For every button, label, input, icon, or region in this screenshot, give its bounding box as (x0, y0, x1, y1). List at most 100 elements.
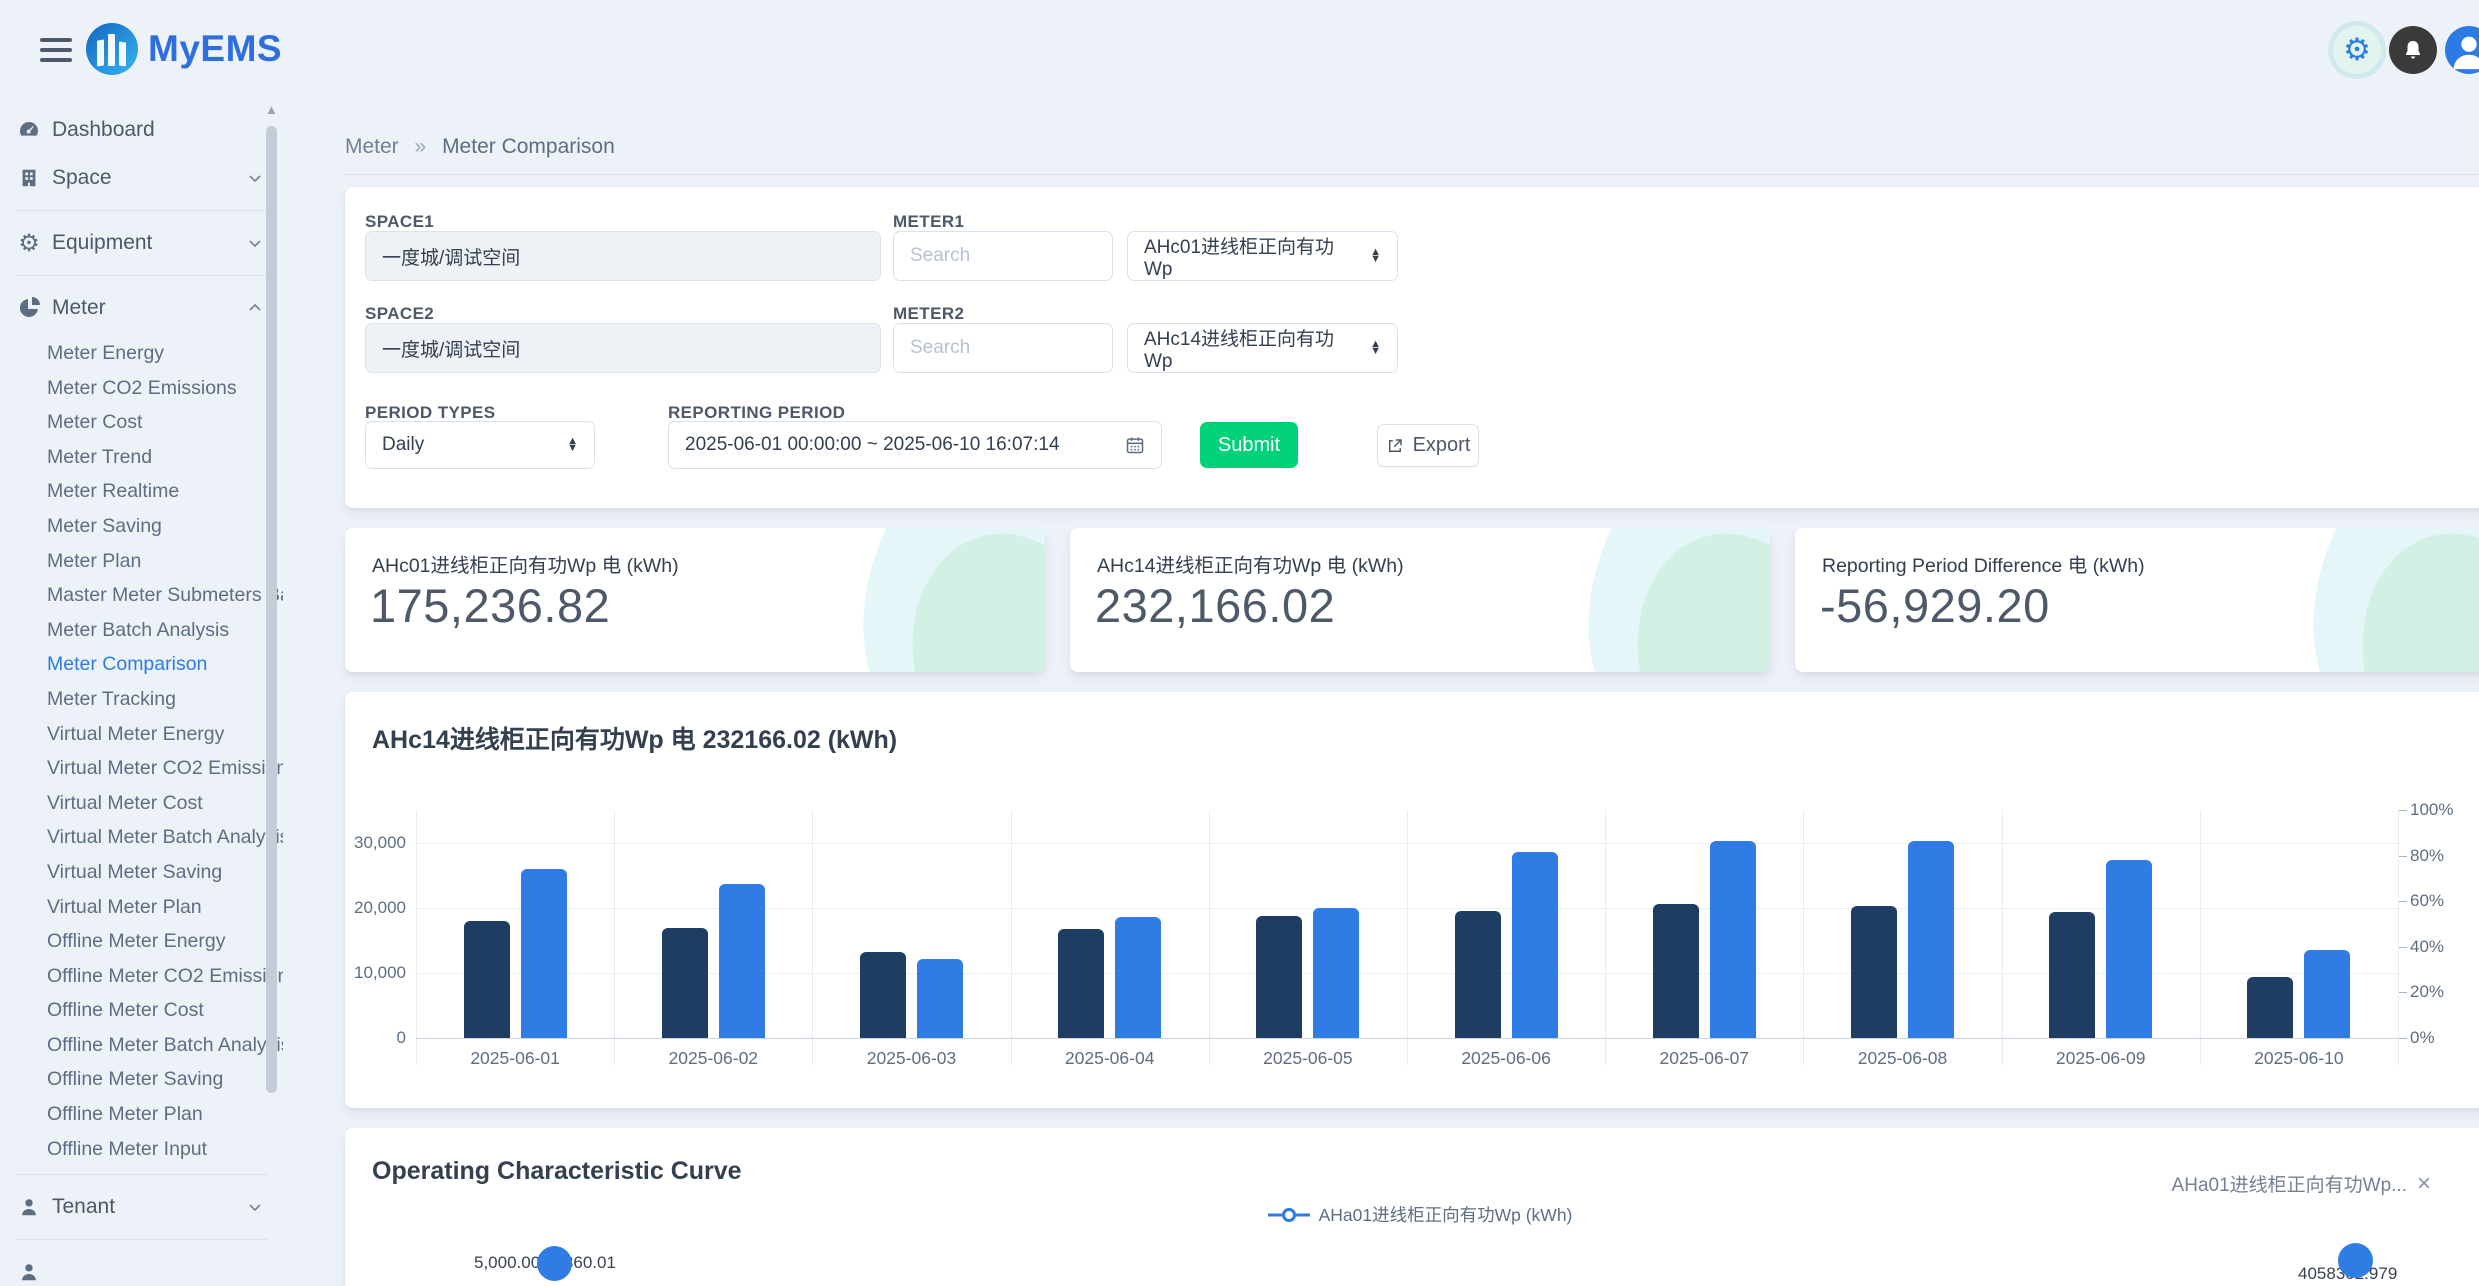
scrollbar-up-arrow[interactable]: ▲ (265, 102, 278, 117)
curve-data-point[interactable] (2338, 1243, 2373, 1278)
sidebar-subitem[interactable]: Virtual Meter Cost (47, 791, 203, 814)
sidebar-item-meter[interactable]: Meter (0, 284, 283, 332)
hamburger-menu-icon[interactable] (40, 38, 72, 62)
sidebar-subitem[interactable]: Meter Saving (47, 514, 162, 537)
period-types-select[interactable]: Daily ▲ ▼ (365, 421, 595, 469)
bar-series2[interactable] (1709, 841, 1756, 1038)
updown-arrows-icon: ▲ ▼ (1370, 338, 1381, 357)
user-avatar-icon[interactable] (2445, 26, 2479, 74)
close-icon[interactable]: × (2416, 1169, 2431, 1197)
sidebar-subitem[interactable]: Master Meter Submeters Balance (47, 584, 283, 607)
sidebar-subitem[interactable]: Offline Meter Cost (47, 999, 204, 1022)
space1-input[interactable] (365, 231, 881, 281)
calendar-icon[interactable] (1125, 435, 1145, 455)
bar-series2[interactable] (1907, 841, 1954, 1038)
brand-name: MyEMS (148, 28, 283, 69)
sidebar-item-equipment[interactable]: ⚙ Equipment (0, 219, 283, 267)
sidebar-item-partial[interactable] (0, 1248, 283, 1286)
export-button[interactable]: Export (1377, 424, 1479, 467)
bar-group (416, 810, 614, 1065)
stat-card-value: -56,929.20 (1820, 579, 2050, 632)
bar-series2[interactable] (1313, 908, 1360, 1038)
series-chip-label: AHa01进线柜正向有功Wp... (2171, 1175, 2407, 1196)
bar-series1[interactable] (2049, 912, 2096, 1038)
meter-submenu: Meter Energy Meter CO2 Emissions Meter Cos… (0, 332, 283, 1166)
bar-series2[interactable] (2106, 860, 2153, 1038)
sidebar-subitem[interactable]: Meter Cost (47, 411, 143, 434)
sidebar-subitem[interactable]: Virtual Meter Saving (47, 860, 223, 883)
bar-series1[interactable] (1058, 929, 1105, 1038)
sidebar-item-dashboard[interactable]: Dashboard (0, 106, 283, 154)
space2-value[interactable] (382, 337, 864, 359)
chart-gridline-vertical (1803, 810, 1805, 1065)
sidebar-subitem[interactable]: Offline Meter Batch Analysis (47, 1033, 283, 1056)
bar-series1[interactable] (2247, 977, 2294, 1038)
space2-input[interactable] (365, 323, 881, 373)
breadcrumb-current: Meter Comparison (442, 135, 615, 158)
sidebar-subitem[interactable]: Offline Meter Saving (47, 1068, 224, 1091)
stat-card-difference: Reporting Period Difference 电 (kWh) -56,… (1795, 528, 2479, 672)
sidebar-divider (16, 1174, 267, 1176)
chart-gridline-horizontal (416, 842, 2398, 844)
meter1-search-input[interactable] (893, 231, 1113, 281)
meter1-search[interactable] (910, 245, 1096, 267)
sidebar-item-space[interactable]: Space (0, 154, 283, 202)
bar-series1[interactable] (1850, 906, 1897, 1038)
main-content: Meter » Meter Comparison SPACE1 METER1 A… (283, 100, 2479, 1286)
bar-series2[interactable] (916, 959, 963, 1038)
sidebar-subitem[interactable]: Meter Realtime (47, 480, 180, 503)
sidebar-subitem[interactable]: Meter Comparison (47, 653, 208, 676)
sidebar-subitem[interactable]: Virtual Meter Energy (47, 722, 225, 745)
sidebar-subitem[interactable]: Virtual Meter Plan (47, 895, 202, 918)
chart-gridline-horizontal (416, 1038, 2398, 1039)
stat-card-value: 175,236.82 (370, 579, 611, 632)
bar-series2[interactable] (1115, 917, 1162, 1038)
bar-chart-card: AHc14进线柜正向有功Wp 电 232166.02 (kWh) 0 10,000… (345, 692, 2479, 1108)
chart-gridline-vertical (1010, 810, 1012, 1065)
right-axis-tick (2399, 810, 2407, 811)
sidebar-subitem[interactable]: Meter CO2 Emissions (47, 376, 237, 399)
bar-series1[interactable] (859, 952, 906, 1038)
curve-data-point[interactable] (537, 1246, 572, 1281)
sidebar-subitem[interactable]: Offline Meter Plan (47, 1103, 203, 1126)
bar-series1[interactable] (1256, 916, 1303, 1038)
sidebar-scrollbar[interactable] (266, 126, 277, 1093)
curve-legend-item[interactable]: AHa01进线柜正向有功Wp (kWh) (345, 1202, 2479, 1227)
sidebar-item-tenant[interactable]: Tenant (0, 1183, 283, 1231)
sidebar-subitem[interactable]: Meter Trend (47, 445, 153, 468)
settings-gear-icon[interactable]: ⚙ (2333, 26, 2381, 74)
bar-series1[interactable] (463, 921, 510, 1038)
meter1-select[interactable]: AHc01进线柜正向有功Wp ▲ ▼ (1127, 231, 1398, 281)
sidebar-subitem[interactable]: Meter Tracking (47, 687, 176, 710)
bar-series1[interactable] (661, 928, 708, 1038)
meter2-search[interactable] (910, 337, 1096, 359)
breadcrumb-meter-link[interactable]: Meter (345, 135, 399, 158)
bar-series1[interactable] (1652, 904, 1699, 1038)
sidebar-item-label: Equipment (52, 231, 153, 254)
bar-series2[interactable] (718, 884, 765, 1038)
sidebar-subitem[interactable]: Meter Plan (47, 549, 142, 572)
notifications-bell-icon[interactable] (2389, 26, 2437, 74)
sidebar-subitem[interactable]: Virtual Meter CO2 Emissions (47, 757, 283, 780)
chevron-down-icon (247, 170, 263, 186)
meter2-select[interactable]: AHc14进线柜正向有功Wp ▲ ▼ (1127, 323, 1398, 373)
bar-series2[interactable] (2304, 950, 2351, 1038)
sidebar-subitem[interactable]: Offline Meter Energy (47, 930, 226, 953)
sidebar-subitem[interactable]: Meter Batch Analysis (47, 618, 230, 641)
brand-logo[interactable]: MyEMS (86, 23, 282, 75)
sidebar-subitem[interactable]: Virtual Meter Batch Analysis (47, 826, 283, 849)
chart-gridline-vertical (416, 810, 417, 1065)
submit-button[interactable]: Submit (1200, 422, 1298, 468)
space1-value[interactable] (382, 245, 864, 267)
meter2-search-input[interactable] (893, 323, 1113, 373)
bar-series1[interactable] (1454, 911, 1501, 1038)
sidebar-subitem[interactable]: Offline Meter CO2 Emissions (47, 964, 283, 987)
bar-group (1605, 810, 1803, 1065)
reporting-period-input[interactable]: 2025-06-01 00:00:00 ~ 2025-06-10 16:07:1… (668, 421, 1162, 469)
space2-label: SPACE2 (365, 304, 435, 323)
bar-series2[interactable] (1511, 852, 1558, 1038)
chart-gridline-vertical (2001, 810, 2003, 1065)
sidebar-subitem[interactable]: Offline Meter Input (47, 1137, 208, 1160)
bar-series2[interactable] (520, 869, 567, 1038)
sidebar-subitem[interactable]: Meter Energy (47, 342, 165, 364)
